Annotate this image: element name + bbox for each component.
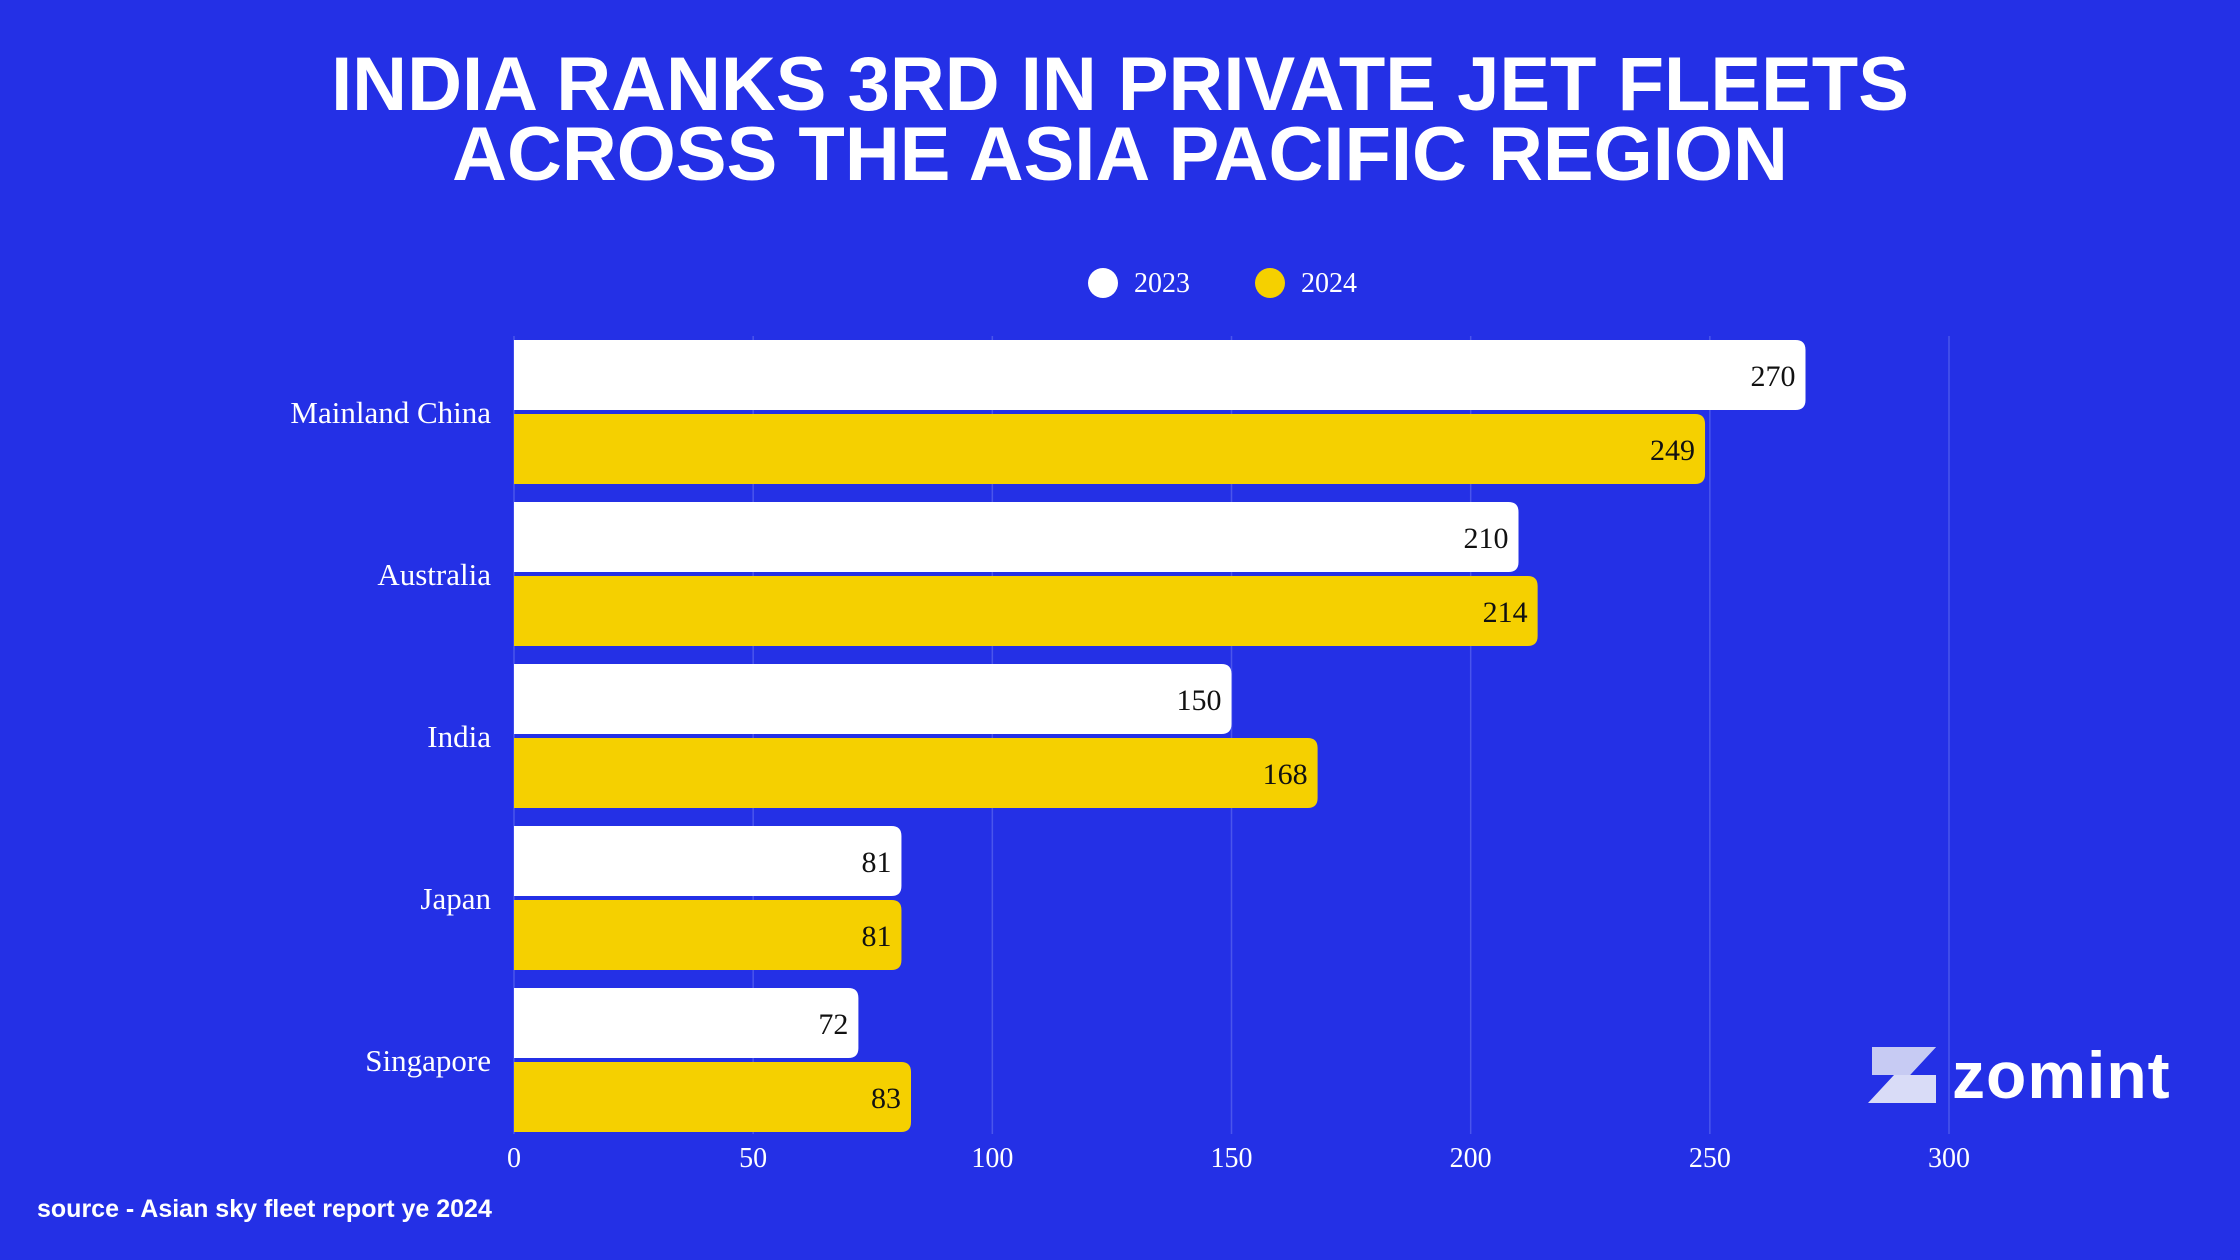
data-label-mainland-china-2024: 249 [1650, 434, 1695, 467]
category-label-mainland-china: Mainland China [290, 395, 491, 430]
category-label-australia: Australia [377, 557, 491, 592]
data-label-mainland-china-2023: 270 [1751, 360, 1796, 393]
zomint-logo-icon [1868, 1047, 1936, 1103]
bar-australia-2023 [514, 502, 1519, 572]
bar-mainland-china-2024 [514, 414, 1706, 484]
category-label-japan: Japan [420, 881, 491, 916]
category-label-singapore: Singapore [365, 1043, 491, 1078]
title-line-2: ACROSS THE ASIA PACIFIC REGION [452, 112, 1788, 197]
x-tick-label-150: 150 [1211, 1143, 1253, 1174]
legend-swatch-2023 [1088, 268, 1118, 298]
bar-japan-2024 [514, 900, 902, 970]
x-tick-label-50: 50 [739, 1143, 767, 1174]
chart-title: INDIA RANKS 3RD IN PRIVATE JET FLEETS AC… [0, 42, 2240, 197]
bar-india-2024 [514, 738, 1318, 808]
x-tick-label-100: 100 [971, 1143, 1013, 1174]
brand-name: zomint [1952, 1038, 2171, 1112]
data-label-japan-2024: 81 [861, 920, 891, 953]
x-tick-label-0: 0 [507, 1143, 521, 1174]
legend-swatch-2024 [1255, 268, 1285, 298]
bar-singapore-2023 [514, 988, 859, 1058]
x-tick-label-300: 300 [1928, 1143, 1970, 1174]
title-line-1: INDIA RANKS 3RD IN PRIVATE JET FLEETS [331, 42, 1909, 127]
data-label-australia-2023: 210 [1464, 522, 1509, 555]
x-tick-label-250: 250 [1689, 1143, 1731, 1174]
bar-mainland-china-2023 [514, 340, 1806, 410]
data-label-india-2024: 168 [1263, 758, 1308, 791]
legend-label-2024: 2024 [1301, 268, 1357, 299]
bar-singapore-2024 [514, 1062, 912, 1132]
bar-india-2023 [514, 664, 1232, 734]
data-label-japan-2023: 81 [861, 846, 891, 879]
brand-logo: zomint [1866, 1038, 2171, 1112]
data-label-india-2023: 150 [1177, 684, 1222, 717]
data-label-singapore-2023: 72 [818, 1008, 848, 1041]
bar-australia-2024 [514, 576, 1538, 646]
data-label-australia-2024: 214 [1483, 596, 1528, 629]
x-tick-label-200: 200 [1450, 1143, 1492, 1174]
bar-japan-2023 [514, 826, 902, 896]
data-label-singapore-2024: 83 [871, 1082, 901, 1115]
category-label-india: India [427, 719, 491, 754]
legend-label-2023: 2023 [1134, 268, 1190, 299]
source-note: source - Asian sky fleet report ye 2024 [37, 1195, 492, 1223]
